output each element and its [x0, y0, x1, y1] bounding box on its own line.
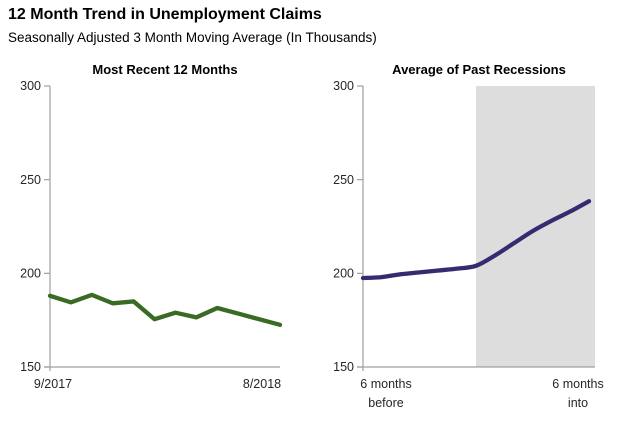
recent-12-months-y-tick-label: 200 [20, 267, 41, 281]
right-chart-title: Average of Past Recessions [392, 62, 566, 77]
past-recessions-y-tick-label: 200 [333, 267, 354, 281]
past-recessions-trend-line [360, 199, 592, 281]
recent-12-months-y-tick-label: 300 [20, 79, 41, 93]
past-recessions-x-tick-label: into [568, 396, 588, 410]
left-chart-title: Most Recent 12 Months [92, 62, 238, 77]
past-recessions-y-tick-label: 250 [333, 173, 354, 187]
recent-12-months-x-tick-label: 9/2017 [34, 377, 72, 391]
past-recessions-recession-shade-region [476, 86, 595, 367]
recent-12-months-trend-line [47, 292, 283, 327]
recent-12-months-y-tick-label: 250 [20, 173, 41, 187]
page-title: 12 Month Trend in Unemployment Claims [8, 6, 322, 23]
recent-12-months-y-tick-label: 150 [20, 360, 41, 374]
past-recessions-y-tick-label: 150 [333, 360, 354, 374]
past-recessions-x-tick-label: before [368, 396, 403, 410]
past-recessions-x-tick-label: 6 months [552, 377, 603, 391]
past-recessions-x-tick-label: 6 months [360, 377, 411, 391]
past-recessions-y-tick-label: 300 [333, 79, 354, 93]
recent-12-months-x-tick-label: 8/2018 [243, 377, 281, 391]
page-subtitle: Seasonally Adjusted 3 Month Moving Avera… [8, 30, 377, 45]
